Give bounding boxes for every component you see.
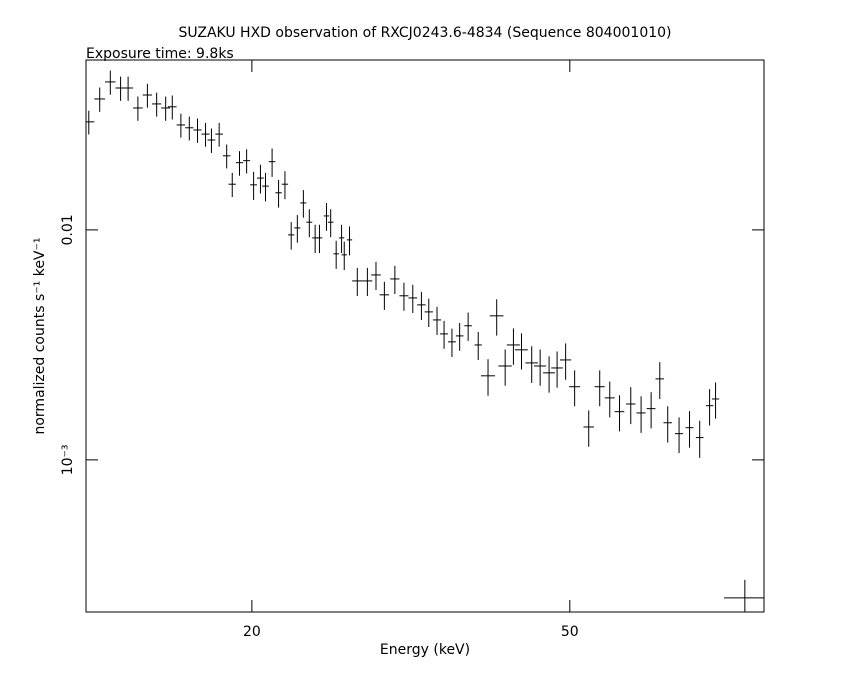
chart-title: SUZAKU HXD observation of RXCJ0243.6-483… <box>178 25 671 41</box>
chart-subtitle: Exposure time: 9.8ks <box>86 46 234 62</box>
plot-frame <box>85 59 765 613</box>
x-axis-label: Energy (keV) <box>380 642 470 658</box>
x-tick-label: 20 <box>243 624 261 640</box>
y-tick-label: 10⁻³ <box>60 444 76 475</box>
y-axis-label: normalized counts s⁻¹ keV⁻¹ <box>32 237 48 434</box>
x-tick-label: 50 <box>561 624 579 640</box>
y-tick-label: 0.01 <box>60 214 76 245</box>
